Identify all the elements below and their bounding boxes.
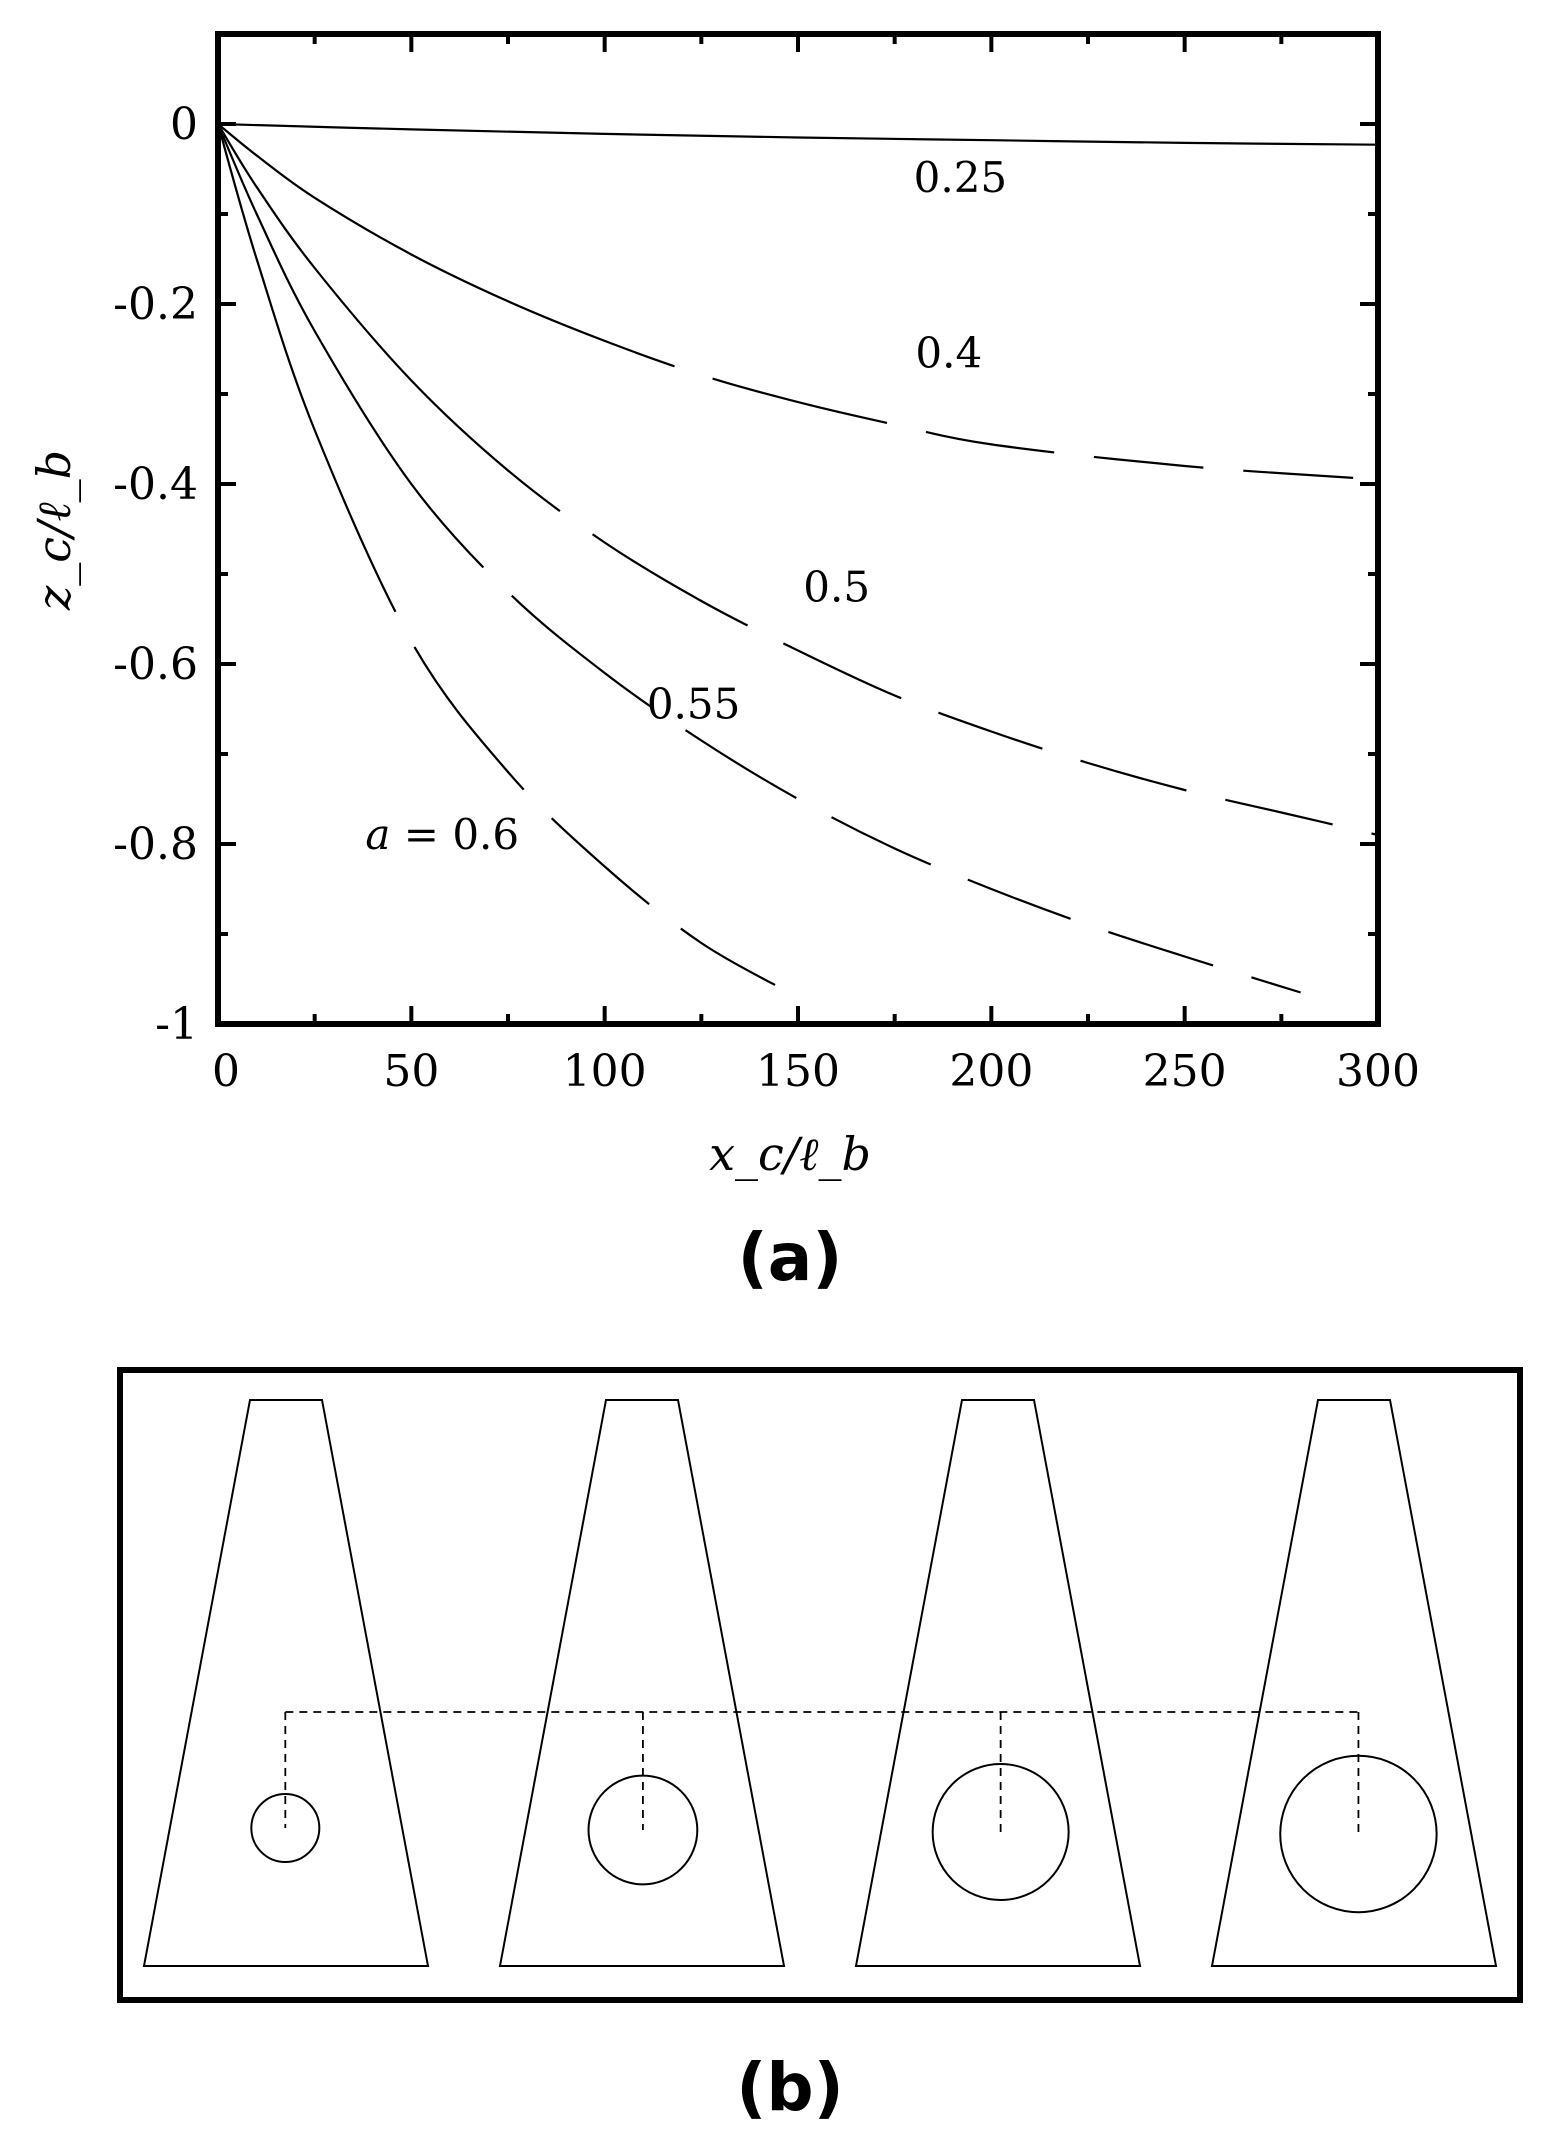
curves (216, 122, 1379, 998)
trapezoids (142, 1399, 1498, 1967)
trapezoid (498, 1399, 786, 1967)
curve-label: 0.5 (803, 563, 870, 612)
curve-label: 0.4 (915, 329, 982, 378)
x-tick-label: 200 (949, 1046, 1033, 1097)
plot-frame (215, 31, 1381, 1027)
trapezoid (142, 1399, 430, 1967)
y-tick-label: -0.4 (113, 459, 198, 510)
x-tick-label: 50 (383, 1046, 439, 1097)
y-tick-label: -1 (155, 999, 198, 1050)
curve-labels: 0.25 0.4 0.5 0.55 a = 0.6 (365, 153, 1007, 859)
y-tick-label: -0.2 (113, 279, 198, 330)
y-tick-label: 0 (170, 99, 198, 150)
x-tick-label: 0 (212, 1046, 240, 1097)
axis-ticks (216, 34, 1380, 1026)
curve-label: a = 0.6 (365, 810, 519, 859)
trapezoid (854, 1399, 1142, 1967)
series-line (217, 123, 1379, 837)
dashed-connectors (284, 1711, 1360, 1834)
tick-labels: 0 50 100 150 200 250 300 0 -0.2 -0.4 -0.6 -0.8 -1 (113, 99, 1420, 1097)
y-tick-label: -0.6 (113, 639, 198, 690)
series-line (217, 122, 1379, 146)
diagram-b (117, 1367, 1523, 2003)
x-tick-label: 150 (756, 1046, 840, 1097)
trapezoid (1210, 1399, 1498, 1967)
curve-label: 0.55 (647, 680, 741, 729)
diagram-frame (117, 1367, 1523, 2003)
x-tick-label: 250 (1143, 1046, 1227, 1097)
curve-label: 0.25 (914, 153, 1008, 202)
y-tick-label: -0.8 (113, 819, 198, 870)
series-line (216, 123, 799, 998)
sphere (931, 1763, 1070, 1901)
x-tick-label: 300 (1336, 1046, 1420, 1097)
panel-label-b: (b) (736, 2049, 844, 2126)
series-line (217, 123, 1379, 481)
x-tick-label: 100 (563, 1046, 647, 1097)
y-axis-label: z_c/ℓ_b (27, 450, 81, 611)
series-line (216, 123, 1301, 994)
x-axis-label: x_c/ℓ_b (709, 1127, 871, 1181)
sphere (250, 1793, 321, 1863)
chart-a: 0 50 100 150 200 250 300 0 -0.2 -0.4 -0.6 -0.8 -1 0.… (27, 31, 1420, 1181)
panel-label-a: (a) (738, 1219, 843, 1296)
